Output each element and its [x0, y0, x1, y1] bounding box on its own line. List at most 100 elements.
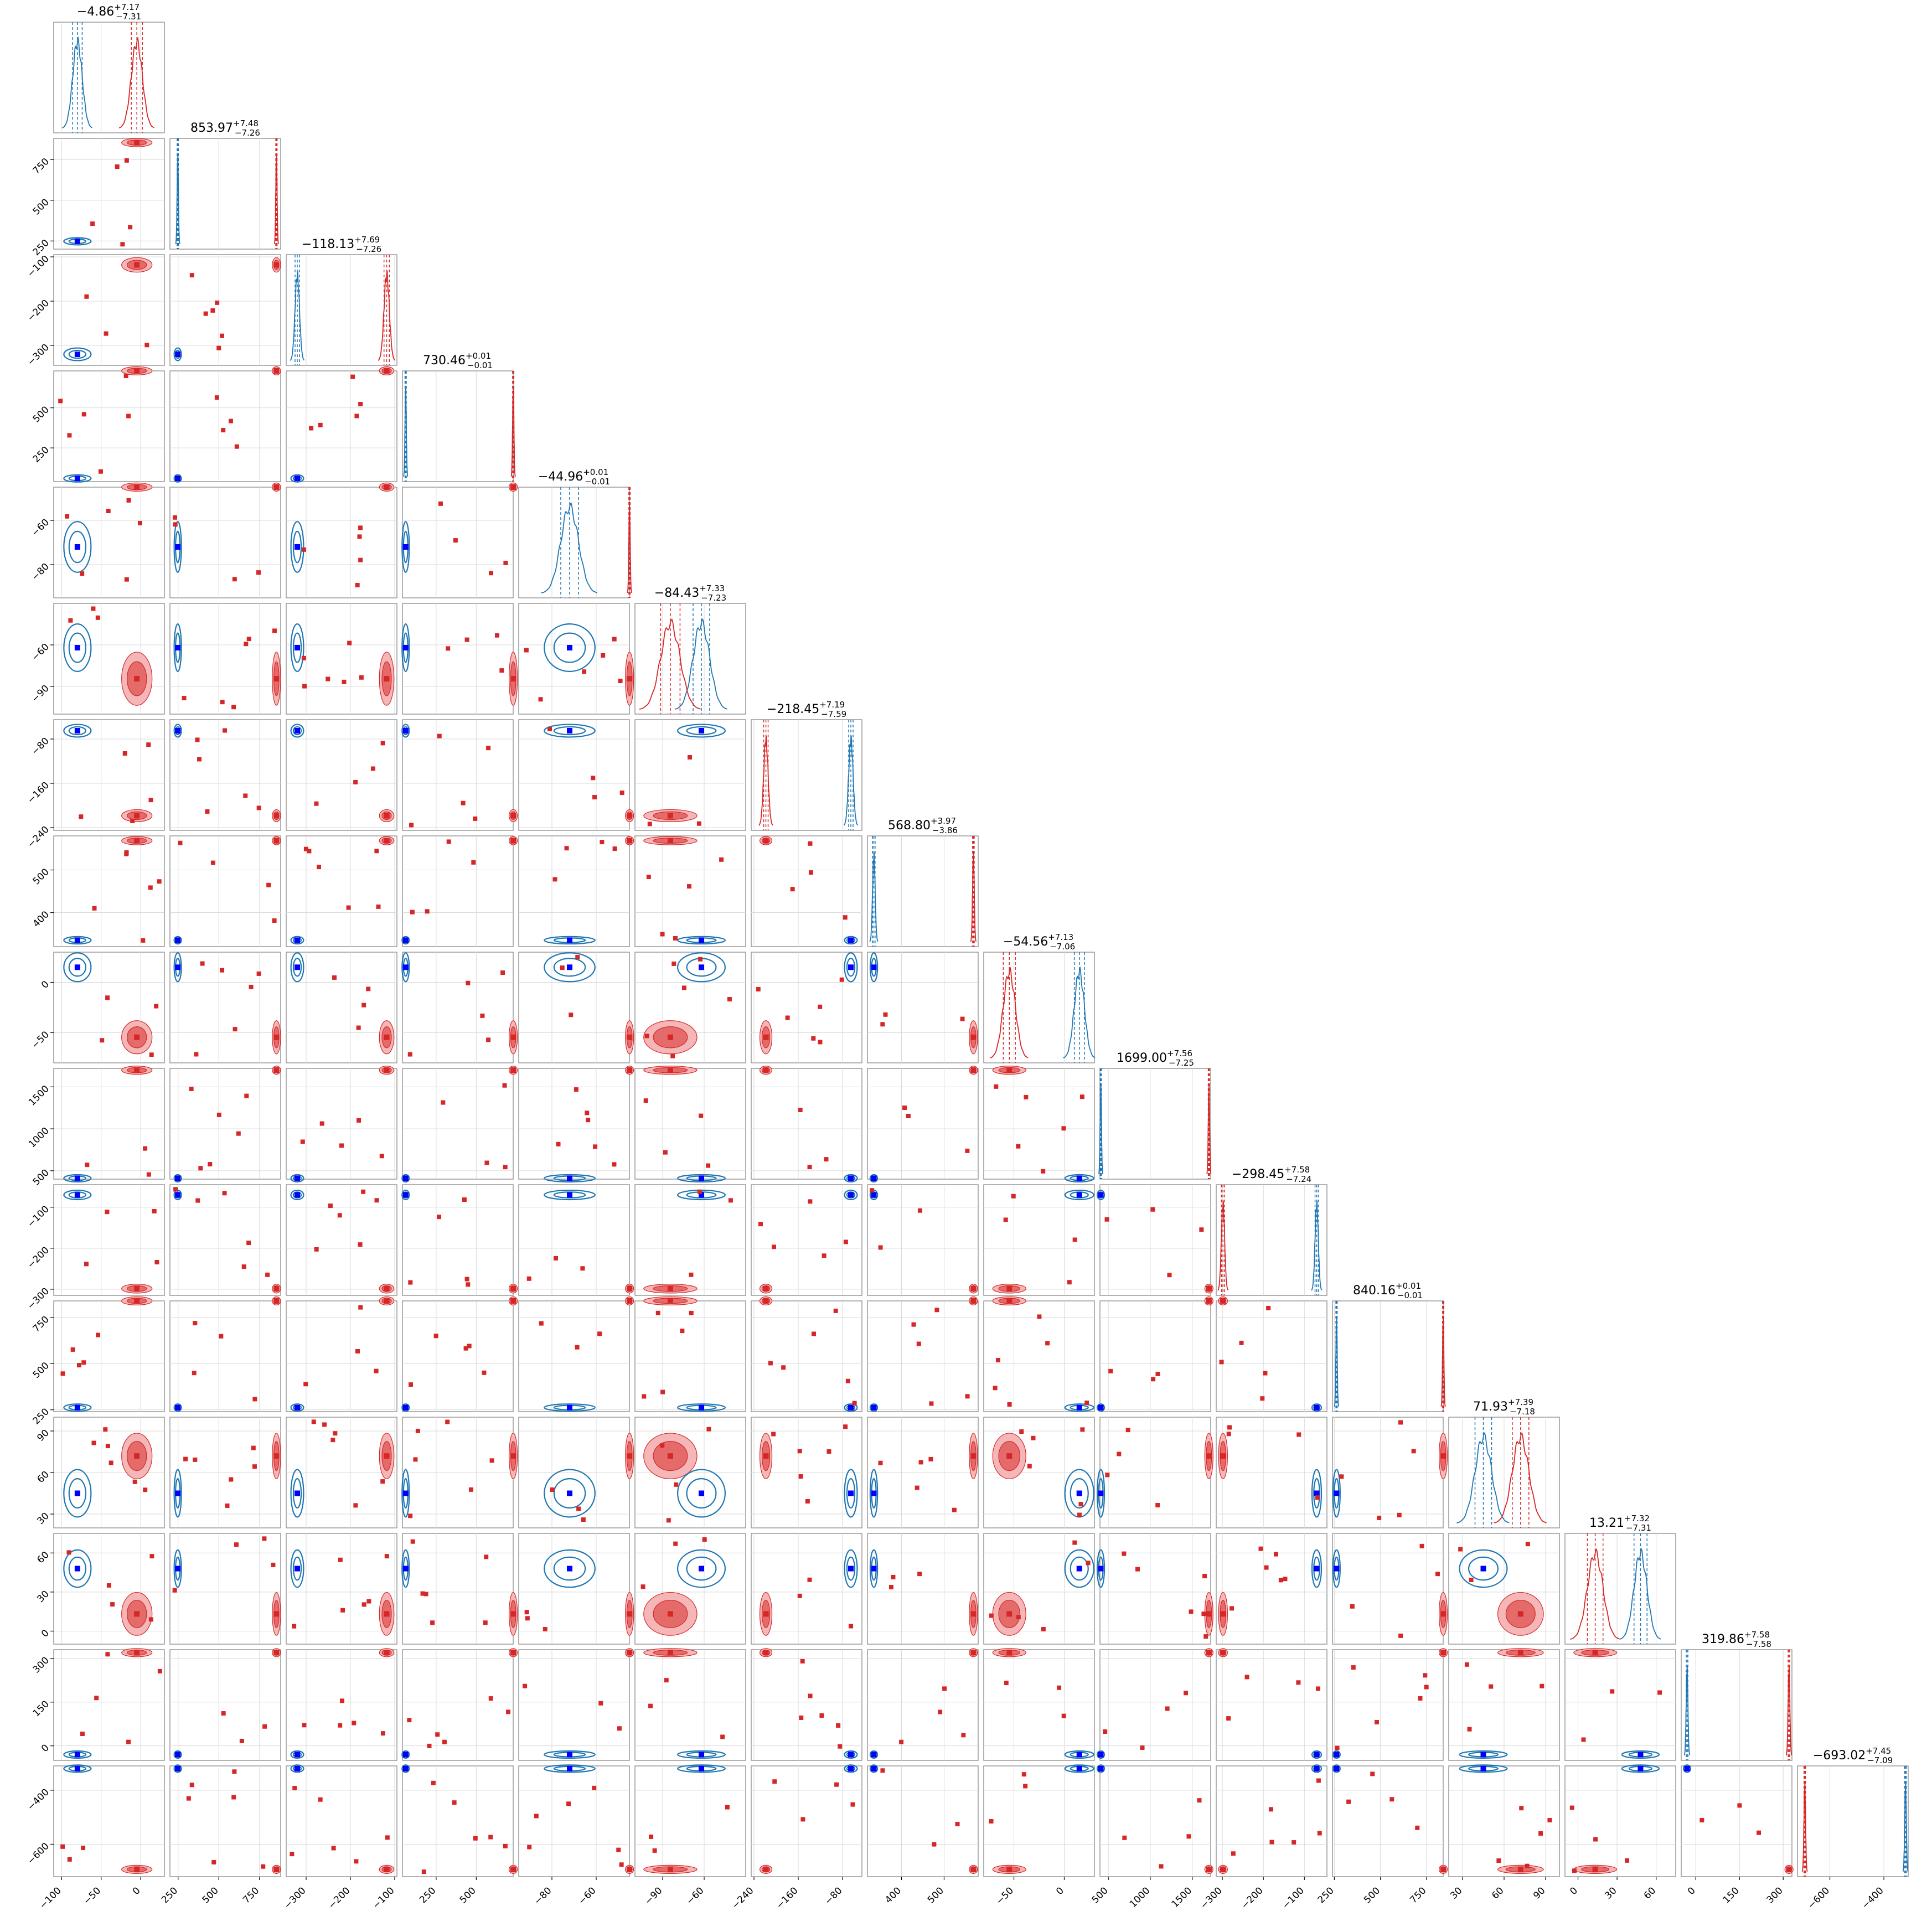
panel-frame [983, 1184, 1095, 1296]
panel-4-3 [401, 482, 518, 598]
panel-frame [286, 487, 397, 598]
outlier-marker [961, 1733, 966, 1738]
title-plus: +7.33 [699, 583, 725, 593]
outlier-marker [798, 1108, 803, 1113]
panel-frame [1216, 1765, 1327, 1877]
blue-contour-outer [1064, 1189, 1094, 1201]
outlier-marker [229, 1477, 234, 1482]
outlier-marker [566, 1801, 571, 1806]
outlier-marker [929, 1401, 934, 1406]
title-plus: +0.01 [466, 351, 491, 361]
panel-8-7 [867, 952, 979, 1063]
outlier-marker [1072, 1540, 1077, 1545]
red-marker [384, 484, 390, 490]
panel-frame [518, 952, 630, 1063]
title-plus: +7.19 [819, 700, 845, 710]
panel-15-5: −90 −60 [634, 1764, 746, 1907]
x-tick-label: −80 [532, 1885, 554, 1907]
outlier-marker [706, 1427, 711, 1432]
outlier-marker [358, 525, 363, 530]
panel-frame [1099, 1649, 1211, 1761]
panel-10-9 [1096, 1184, 1213, 1296]
blue-contour-outer [869, 1549, 879, 1588]
x-tick-label: 150 [1721, 1885, 1742, 1905]
title-plus: +7.58 [1284, 1165, 1310, 1175]
outlier-marker [681, 985, 686, 990]
blue-marker [175, 728, 181, 733]
panel-frame [286, 1765, 397, 1877]
red-marker [134, 1453, 140, 1459]
blue-marker [567, 728, 572, 733]
outlier-marker [674, 1482, 679, 1487]
blue-marker [295, 1752, 300, 1758]
red-marker [1517, 1650, 1523, 1656]
panel-frame [634, 835, 746, 947]
outlier-marker [1186, 1834, 1191, 1839]
outlier-marker [488, 1696, 493, 1701]
outlier-marker [427, 1743, 432, 1748]
outlier-marker [146, 1172, 151, 1177]
outlier-marker [488, 1835, 493, 1840]
blue-contour-outer [844, 952, 858, 983]
outlier-marker [410, 910, 415, 915]
panel-15-7: 400 500 [867, 1764, 979, 1905]
outlier-marker [148, 1617, 153, 1622]
title-value: −218.45 [767, 702, 819, 716]
outlier-marker [484, 1554, 489, 1559]
outlier-marker [612, 1162, 617, 1167]
blue-contour-inner [686, 1556, 717, 1581]
panel-frame [518, 603, 630, 715]
outlier-marker [619, 1862, 624, 1867]
outlier-marker [1273, 1552, 1278, 1557]
outlier-marker [1540, 1683, 1544, 1688]
outlier-marker [1389, 1797, 1394, 1802]
x-tick-label: −50 [994, 1885, 1016, 1907]
outlier-marker [353, 1503, 358, 1508]
blue-marker [1314, 1404, 1320, 1411]
outlier-marker [1108, 1368, 1113, 1373]
title-plus: +0.01 [583, 467, 608, 477]
panel-1-1: 853.97+7.48 −7.26 [169, 118, 281, 250]
panel-9-4 [518, 1066, 634, 1183]
outlier-marker [994, 1084, 999, 1089]
outlier-marker [805, 1499, 810, 1504]
outlier-marker [826, 1449, 831, 1454]
panel-7-4 [518, 835, 634, 947]
red-marker [134, 1298, 140, 1304]
red-marker [667, 1611, 673, 1617]
panel-13-6 [751, 1533, 862, 1645]
blue-contour-outer [1459, 1549, 1508, 1588]
panel-frame [402, 719, 514, 831]
outlier-marker [192, 1371, 197, 1376]
outlier-marker [374, 1198, 379, 1203]
title-minus: −0.01 [585, 477, 610, 487]
panel-10-5 [634, 1184, 746, 1296]
panel-14-1 [169, 1648, 281, 1761]
panel-11-2 [286, 1296, 397, 1412]
outlier-marker [785, 1015, 790, 1020]
outlier-marker [1150, 1207, 1155, 1212]
x-tick-label: 250 [1316, 1885, 1336, 1905]
blue-marker [295, 476, 300, 482]
y-tick-label: 1500 [27, 1083, 51, 1108]
outlier-marker [727, 996, 732, 1001]
panel-9-8 [983, 1066, 1095, 1183]
panel-frame [518, 1533, 630, 1645]
red-marker [763, 1611, 769, 1617]
red-marker [273, 1285, 280, 1292]
outlier-marker [195, 1198, 200, 1203]
red-marker [134, 676, 140, 682]
panel-frame [1099, 1068, 1211, 1180]
blue-marker [1098, 1490, 1104, 1496]
blue-contour-outer [63, 936, 92, 945]
outlier-marker [339, 1698, 344, 1703]
outlier-marker [215, 300, 220, 305]
outlier-marker [468, 1487, 473, 1492]
outlier-marker [666, 1518, 671, 1523]
blue-marker [295, 1175, 300, 1181]
panel-frame [867, 1533, 979, 1645]
red-marker [273, 1453, 280, 1459]
blue-contour-outer [676, 1174, 726, 1183]
blue-marker [1637, 1752, 1644, 1758]
outlier-marker [644, 1034, 649, 1039]
